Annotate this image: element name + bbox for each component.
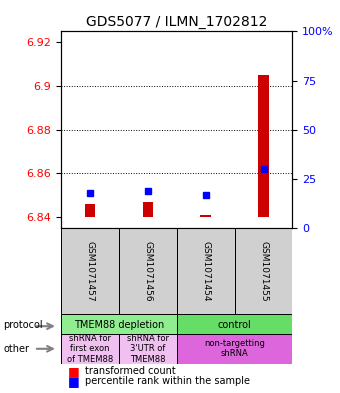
Title: GDS5077 / ILMN_1702812: GDS5077 / ILMN_1702812 [86, 15, 268, 29]
Text: TMEM88 depletion: TMEM88 depletion [74, 320, 164, 330]
FancyBboxPatch shape [61, 228, 119, 314]
FancyBboxPatch shape [177, 314, 292, 336]
Text: shRNA for
3'UTR of
TMEM88: shRNA for 3'UTR of TMEM88 [127, 334, 169, 364]
Text: shRNA for
first exon
of TMEM88: shRNA for first exon of TMEM88 [67, 334, 113, 364]
Text: percentile rank within the sample: percentile rank within the sample [85, 376, 250, 386]
FancyBboxPatch shape [61, 314, 177, 336]
Text: GSM1071457: GSM1071457 [86, 241, 95, 301]
Text: non-targetting
shRNA: non-targetting shRNA [204, 339, 265, 358]
Text: other: other [3, 344, 29, 354]
FancyBboxPatch shape [119, 228, 177, 314]
Text: ■: ■ [68, 365, 80, 378]
FancyBboxPatch shape [177, 334, 292, 364]
FancyBboxPatch shape [119, 334, 177, 364]
Bar [201, 215, 211, 217]
FancyBboxPatch shape [177, 228, 235, 314]
Text: protocol: protocol [3, 320, 43, 331]
Text: control: control [218, 320, 252, 330]
Bar [85, 204, 95, 217]
FancyBboxPatch shape [61, 334, 119, 364]
Text: GSM1071454: GSM1071454 [201, 241, 210, 301]
Bar [143, 202, 153, 217]
Text: GSM1071455: GSM1071455 [259, 241, 268, 301]
Text: transformed count: transformed count [85, 366, 176, 376]
Text: ■: ■ [68, 375, 80, 388]
Text: GSM1071456: GSM1071456 [143, 241, 152, 301]
FancyBboxPatch shape [235, 228, 292, 314]
Bar [258, 75, 269, 217]
